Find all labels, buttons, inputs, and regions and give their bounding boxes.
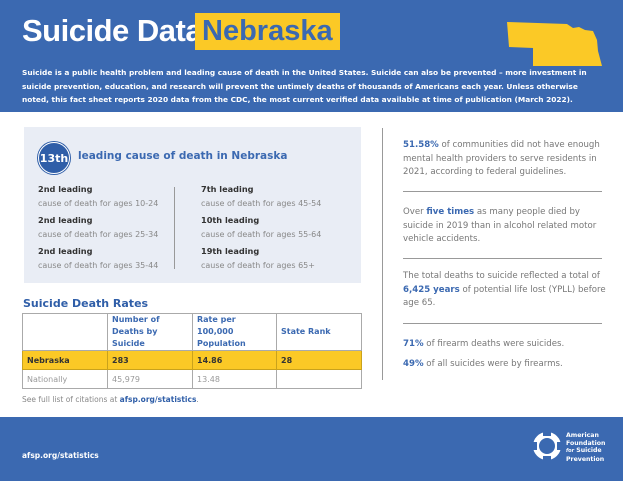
intro-text: Suicide is a public health problem and l… — [22, 68, 587, 104]
rates-table: Number of Deaths by Suicide Rate per 100… — [22, 313, 362, 389]
ranking-panel — [24, 127, 361, 283]
fact: The total deaths to suicide reflected a … — [403, 271, 606, 308]
rank-item: 10th leading cause of death for ages 55-6… — [201, 215, 322, 239]
divider — [174, 187, 175, 269]
table-header-row: Number of Deaths by Suicide Rate per 100… — [22, 313, 362, 351]
footer-link[interactable]: afsp.org/statistics — [22, 451, 99, 460]
divider — [382, 128, 383, 380]
table-row: Nebraska 283 14.86 28 — [22, 350, 362, 370]
fact: 71% of firearm deaths were suicides. — [403, 339, 565, 349]
page-title: Suicide Data: — [22, 13, 212, 48]
header: Suicide Data: Nebraska Suicide is a publ… — [0, 0, 623, 112]
divider — [403, 323, 602, 324]
citation-link[interactable]: afsp.org/statistics — [119, 395, 197, 404]
rank-badge: 13th — [38, 142, 70, 174]
afsp-logo-text: American Foundation for Suicide Prevention — [566, 432, 606, 463]
fact: 49% of all suicides were by firearms. — [403, 359, 563, 369]
nebraska-map-icon — [507, 22, 602, 66]
afsp-lifebuoy-logo-icon — [533, 432, 561, 460]
divider — [403, 191, 602, 192]
citation: See full list of citations at afsp.org/s… — [22, 395, 199, 404]
rank-item: 19th leading cause of death for ages 65+ — [201, 246, 315, 270]
table-row: Nationally 45,979 13.48 — [22, 369, 362, 389]
rank-item: 2nd leading cause of death for ages 25-34 — [38, 215, 159, 239]
fact: Over five times as many people died by s… — [403, 207, 597, 244]
footer — [0, 417, 623, 481]
rank-item: 7th leading cause of death for ages 45-54 — [201, 184, 322, 208]
rank-label: leading cause of death in Nebraska — [78, 150, 288, 162]
fact: 51.58% of communities did not have enoug… — [403, 140, 600, 177]
state-name-badge: Nebraska — [195, 13, 340, 50]
rank-item: 2nd leading cause of death for ages 10-24 — [38, 184, 159, 208]
divider — [403, 258, 602, 259]
rates-title: Suicide Death Rates — [23, 297, 149, 310]
rank-item: 2nd leading cause of death for ages 35-44 — [38, 246, 159, 270]
